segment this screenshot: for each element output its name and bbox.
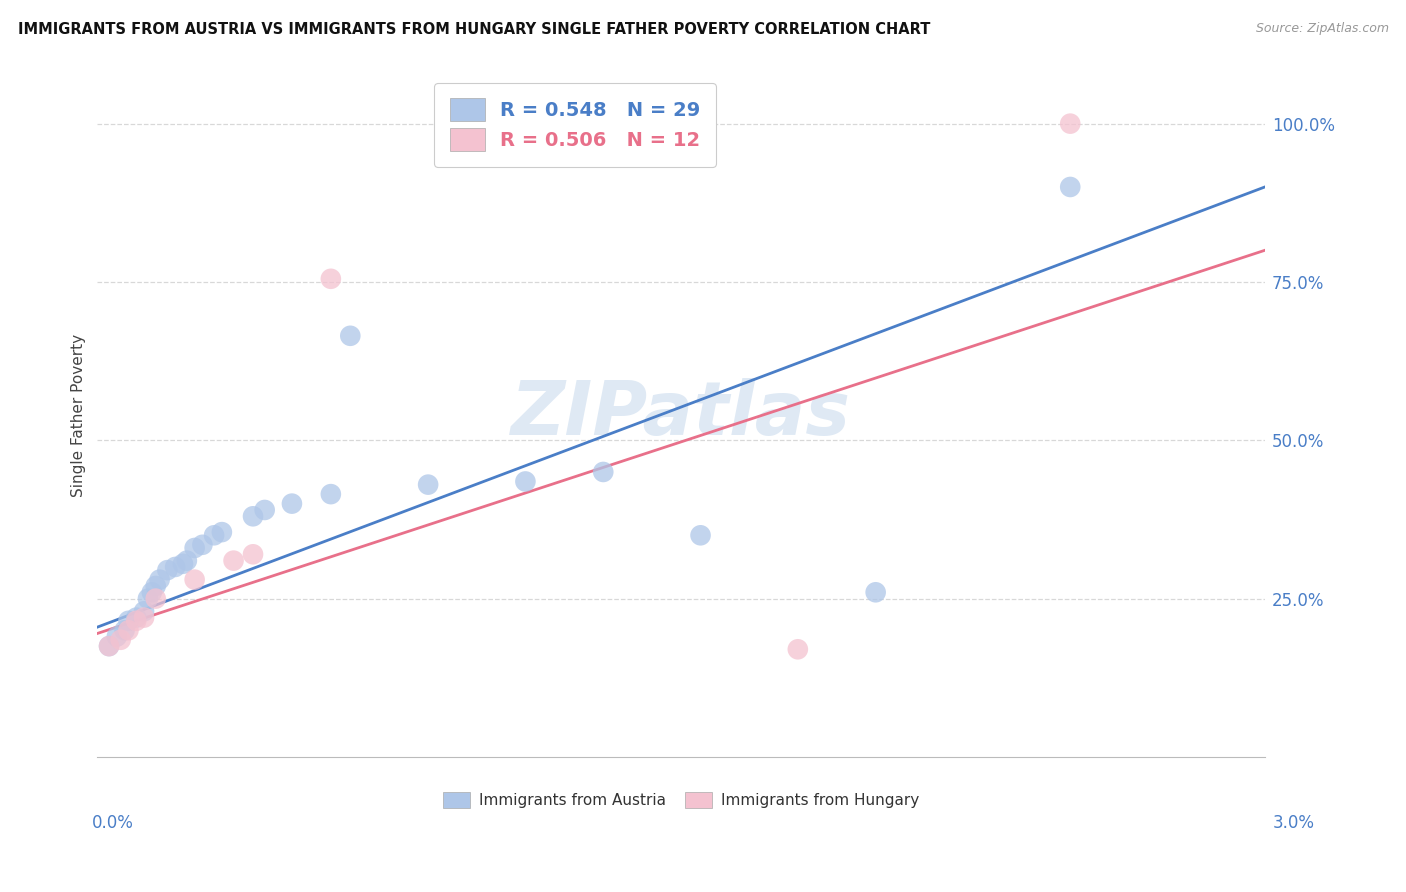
Point	[172, 557, 194, 571]
Text: Source: ZipAtlas.com: Source: ZipAtlas.com	[1256, 22, 1389, 36]
Point	[132, 604, 155, 618]
Point	[145, 591, 167, 606]
Text: 0.0%: 0.0%	[91, 814, 134, 831]
Point	[319, 272, 342, 286]
Point	[117, 624, 139, 638]
Point	[689, 528, 711, 542]
Point	[136, 591, 159, 606]
Point	[211, 525, 233, 540]
Point	[281, 497, 304, 511]
Point	[125, 614, 148, 628]
Point	[125, 610, 148, 624]
Point	[319, 487, 342, 501]
Point	[865, 585, 887, 599]
Point	[339, 328, 361, 343]
Point	[515, 475, 537, 489]
Point	[253, 503, 276, 517]
Point	[242, 509, 264, 524]
Text: 3.0%: 3.0%	[1272, 814, 1315, 831]
Point	[98, 639, 121, 653]
Point	[141, 585, 163, 599]
Point	[165, 560, 187, 574]
Point	[117, 614, 139, 628]
Point	[156, 563, 179, 577]
Point	[145, 579, 167, 593]
Point	[183, 541, 205, 555]
Text: IMMIGRANTS FROM AUSTRIA VS IMMIGRANTS FROM HUNGARY SINGLE FATHER POVERTY CORRELA: IMMIGRANTS FROM AUSTRIA VS IMMIGRANTS FR…	[18, 22, 931, 37]
Point	[786, 642, 808, 657]
Point	[191, 538, 214, 552]
Text: ZIPatlas: ZIPatlas	[512, 378, 851, 451]
Point	[418, 477, 440, 491]
Point	[110, 632, 132, 647]
Point	[105, 630, 128, 644]
Point	[1059, 180, 1081, 194]
Point	[592, 465, 614, 479]
Point	[1059, 117, 1081, 131]
Point	[132, 610, 155, 624]
Point	[222, 554, 245, 568]
Point	[183, 573, 205, 587]
Point	[149, 573, 172, 587]
Y-axis label: Single Father Poverty: Single Father Poverty	[72, 334, 86, 497]
Point	[242, 547, 264, 561]
Point	[114, 624, 136, 638]
Point	[176, 554, 198, 568]
Point	[98, 639, 121, 653]
Point	[202, 528, 225, 542]
Legend: Immigrants from Austria, Immigrants from Hungary: Immigrants from Austria, Immigrants from…	[436, 786, 925, 814]
